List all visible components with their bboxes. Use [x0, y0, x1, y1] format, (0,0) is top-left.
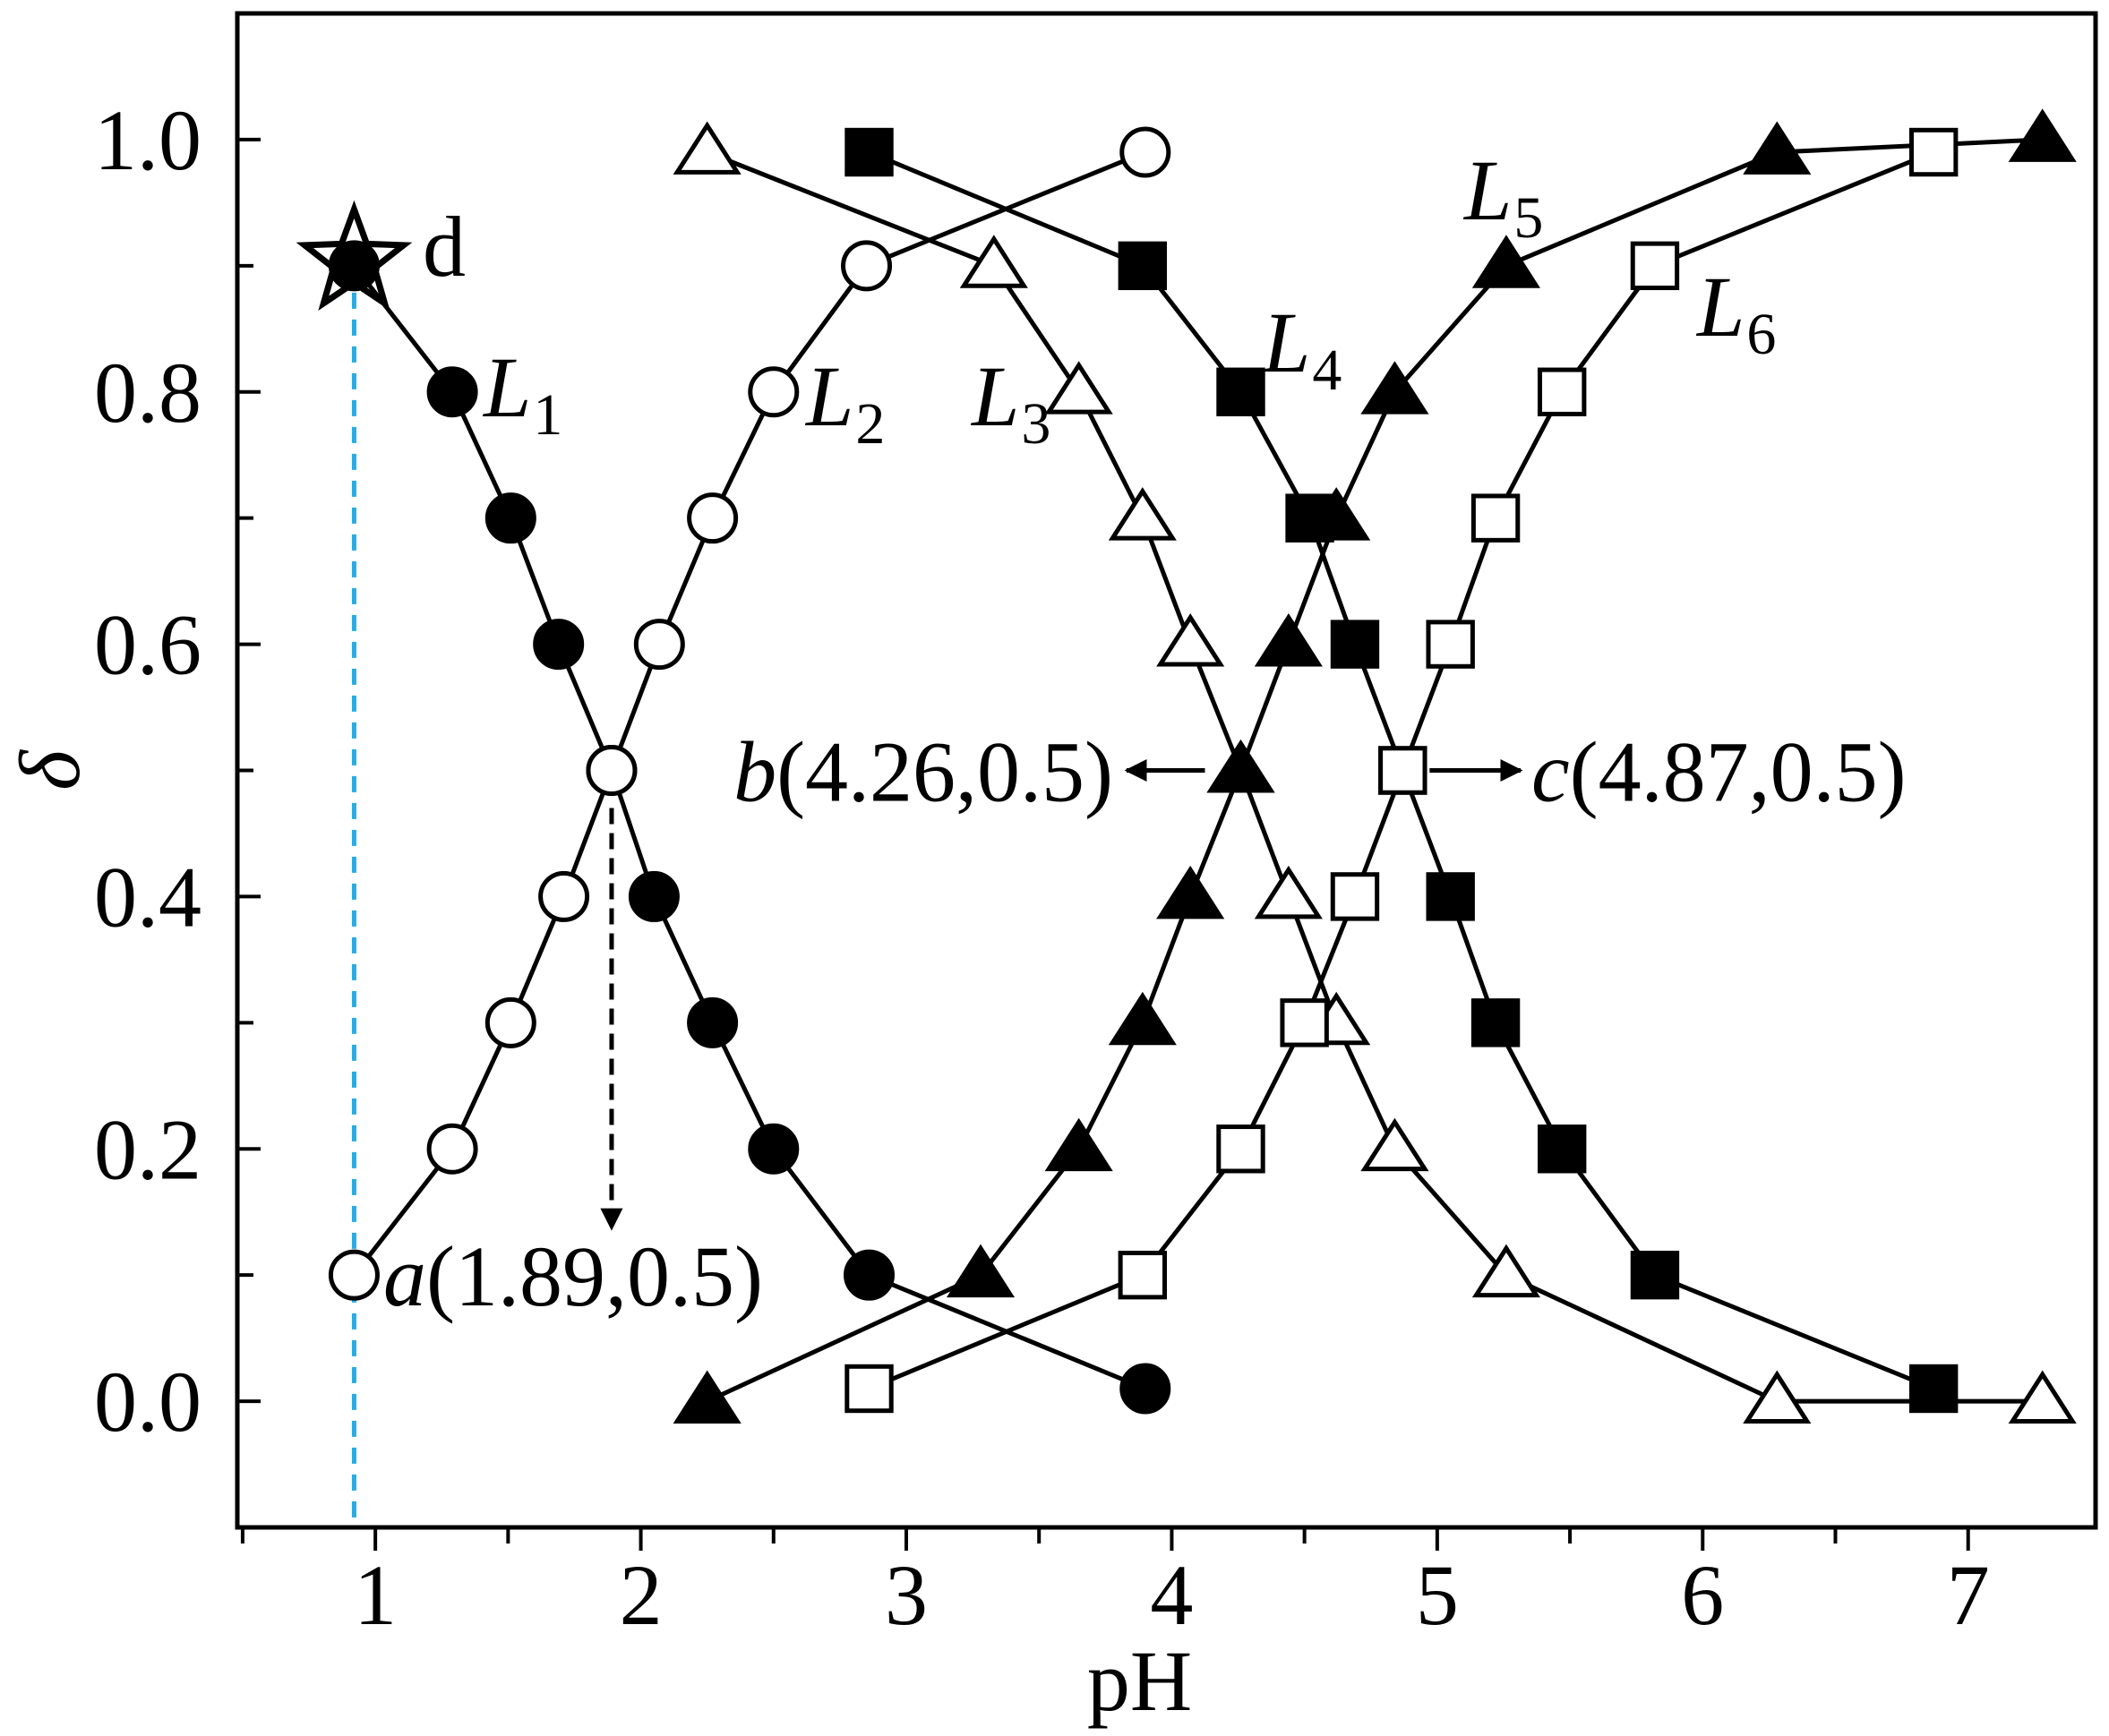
series-label-L6: L6 [1695, 259, 1776, 367]
point-L1 [484, 492, 536, 544]
point-L3 [959, 235, 1028, 288]
series-label-L5: L5 [1462, 142, 1543, 251]
point-L6 [1470, 493, 1521, 543]
point-L4 [1330, 620, 1380, 669]
point-L5 [1360, 361, 1429, 415]
point-L4 [1216, 367, 1265, 416]
point-L3 [2008, 1370, 2077, 1424]
x-tick-label: 6 [1681, 1547, 1724, 1643]
point-L4 [1630, 1250, 1680, 1300]
x-tick-label: 3 [885, 1547, 928, 1643]
point-L6 [1216, 1125, 1265, 1174]
y-tick-label: 1.0 [94, 92, 201, 188]
annotation-b: b(4.26,0.5) [733, 724, 1113, 820]
y-axis-title: δ [2, 749, 98, 791]
point-L2 [1119, 126, 1171, 178]
point-L3 [673, 121, 742, 175]
point-L3 [1743, 1370, 1812, 1424]
point-L2 [538, 870, 590, 922]
point-L5 [1206, 739, 1275, 793]
point-L6 [1330, 872, 1380, 921]
point-L6 [1630, 241, 1680, 291]
x-tick-label: 2 [620, 1547, 663, 1643]
series-label-L1: L1 [482, 339, 562, 448]
series-label-L2: L2 [804, 348, 885, 457]
x-axis-title: pH [1087, 1633, 1192, 1729]
point-L6 [844, 1364, 894, 1414]
point-L1 [628, 870, 680, 922]
star-marker-d [296, 200, 413, 312]
point-L3 [1254, 865, 1323, 919]
point-L6 [1426, 620, 1475, 669]
point-L1 [426, 366, 478, 418]
x-tick-label: 7 [1947, 1547, 1990, 1643]
axes [235, 11, 2098, 1551]
point-L2 [841, 240, 893, 292]
point-L3 [1044, 361, 1113, 415]
point-L1 [1119, 1363, 1171, 1415]
annotation-arrows [600, 759, 1523, 1231]
point-L5 [1156, 865, 1225, 919]
point-L1 [687, 996, 739, 1048]
point-L2 [484, 996, 536, 1048]
series-markers [296, 108, 2077, 1424]
point-L2 [748, 366, 800, 418]
point-L5 [2008, 108, 2077, 162]
point-L5 [1044, 1117, 1113, 1172]
y-tick-label: 0.4 [94, 849, 201, 945]
point-L3 [1156, 613, 1225, 667]
point-L5 [946, 1244, 1016, 1298]
point-L4 [844, 127, 894, 177]
annotation-c: c(4.87,0.5) [1531, 724, 1907, 820]
point-L4 [1426, 872, 1475, 921]
point-L1 [533, 619, 585, 671]
point-L4 [1537, 1125, 1587, 1174]
point-L4 [1908, 1364, 1959, 1414]
labels: 1 2 3 4 5 6 7 0.0 0.2 0.4 0.6 0.8 1.0 pH δ L1 L2 L3 L4 L5 L6… [2, 92, 1990, 1729]
y-tick-label: 0.2 [94, 1101, 201, 1197]
series-line-L3 [706, 150, 2043, 1404]
point-L2 [426, 1123, 478, 1175]
point-L6 [1280, 998, 1329, 1048]
point-L5 [1743, 121, 1812, 175]
x-tick-label: 4 [1150, 1547, 1193, 1643]
point-L3 [1360, 1117, 1429, 1172]
point-L2 [586, 745, 638, 796]
point-L5 [1254, 613, 1323, 667]
annotation-a: a(1.89,0.5) [383, 1228, 763, 1324]
point-L2 [328, 1249, 380, 1301]
y-tick-label: 0.8 [94, 345, 201, 440]
point-L5 [1108, 991, 1177, 1046]
series-label-L4: L4 [1261, 295, 1342, 403]
point-L2 [687, 492, 739, 544]
point-L6 [1908, 127, 1959, 177]
point-L6 [1537, 367, 1587, 416]
point-L4 [1118, 241, 1168, 291]
point-L3 [1471, 1244, 1540, 1298]
series-line-L1 [352, 264, 1146, 1391]
point-L3 [1108, 487, 1177, 541]
point-L5 [673, 1370, 742, 1424]
point-L1 [748, 1123, 800, 1175]
point-L6 [1118, 1250, 1168, 1300]
point-L5 [1471, 235, 1540, 288]
series-line-L2 [352, 150, 1146, 1277]
y-tick-label: 0.6 [94, 597, 201, 693]
point-L1 [844, 1249, 895, 1301]
x-tick-label: 1 [354, 1547, 397, 1643]
point-L6 [1378, 746, 1427, 795]
point-L4 [1470, 998, 1521, 1048]
x-tick-label: 5 [1416, 1547, 1459, 1643]
annotation-d: d [423, 199, 466, 295]
series-label-L3: L3 [970, 348, 1050, 457]
point-L2 [633, 619, 685, 671]
point-L5 [1302, 487, 1371, 541]
y-tick-label: 0.0 [94, 1354, 201, 1450]
